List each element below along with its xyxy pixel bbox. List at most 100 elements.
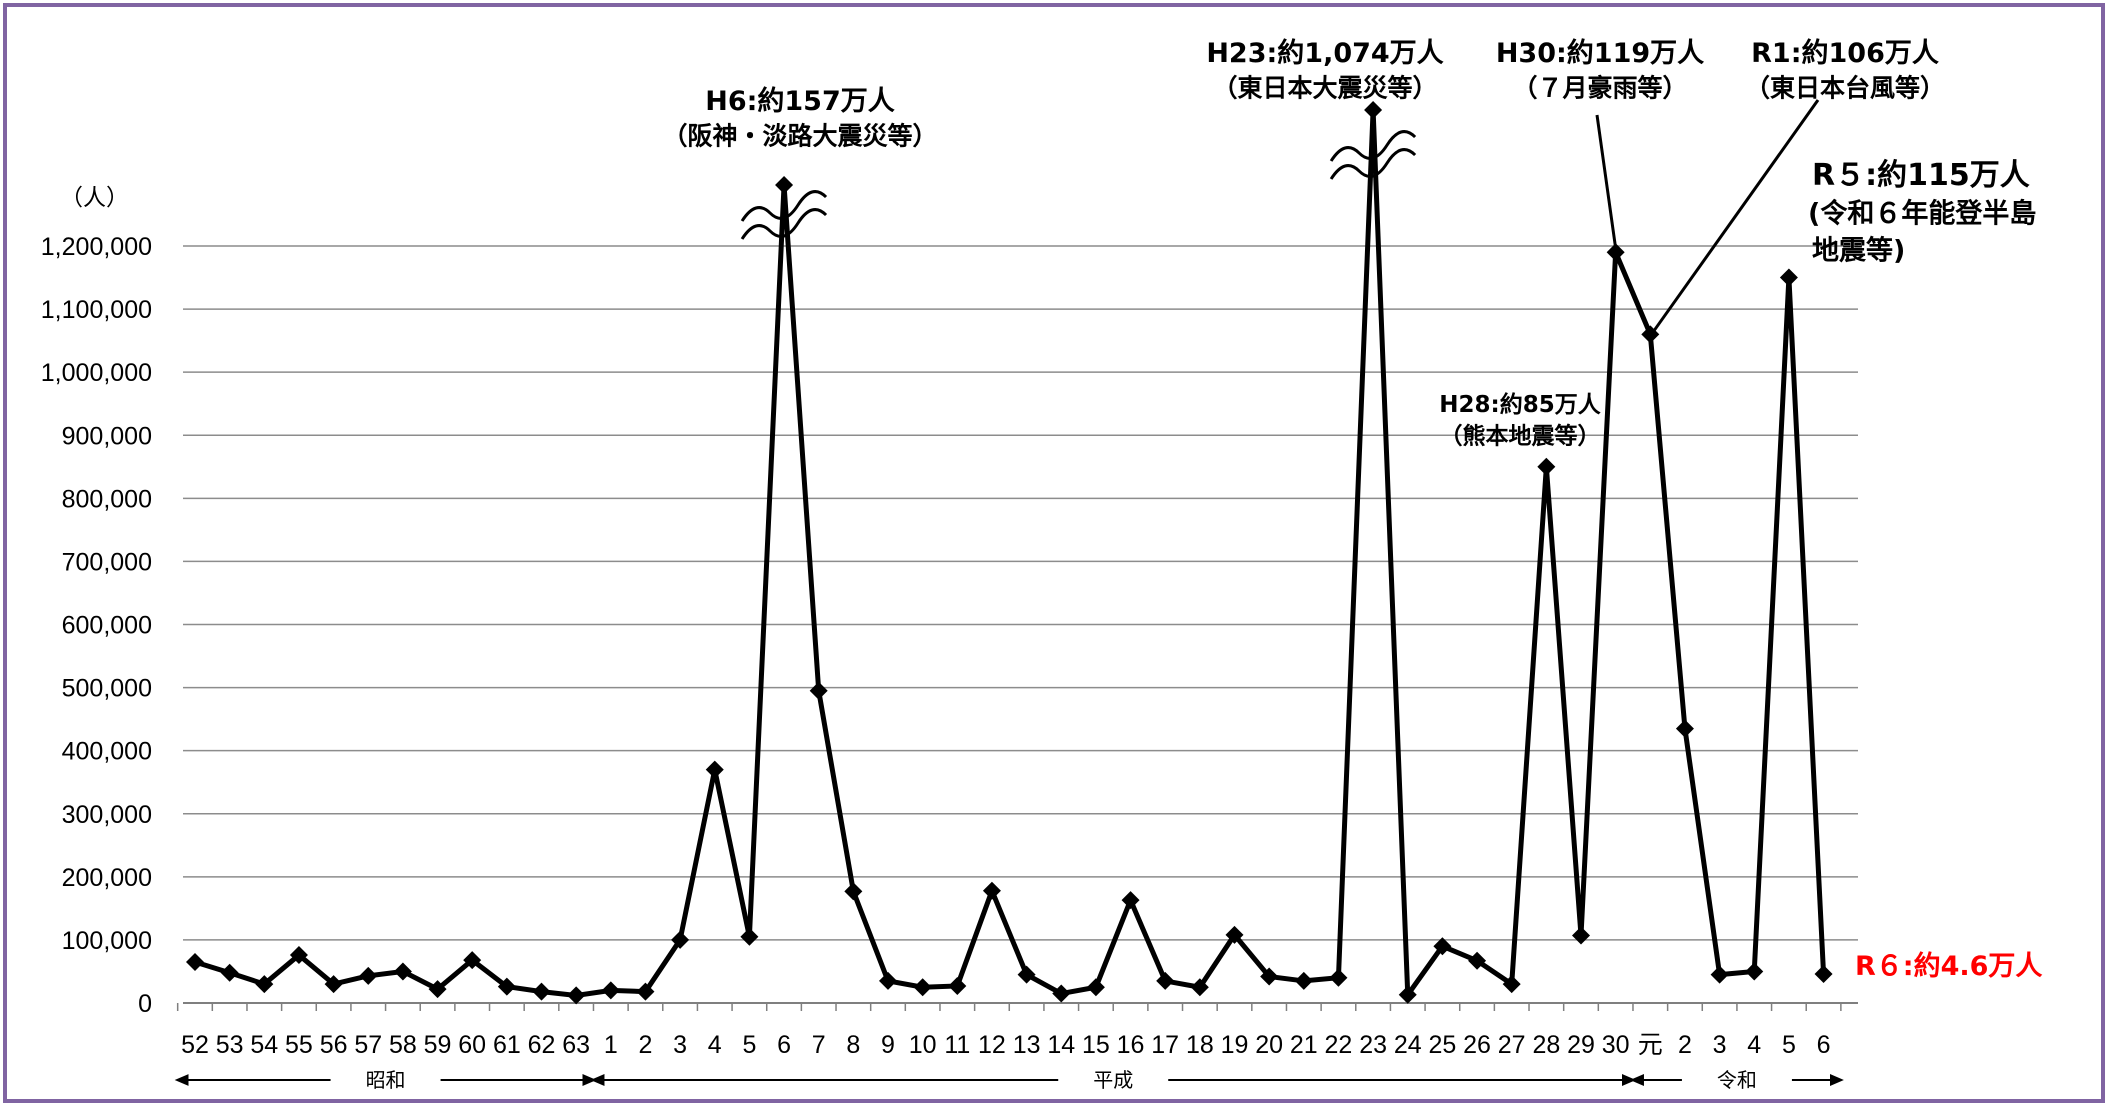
x-tick-label: 3 — [1713, 1031, 1727, 1059]
data-point — [671, 930, 690, 949]
data-point — [497, 977, 516, 996]
data-point — [1121, 891, 1140, 910]
annotation-line: （東日本台風等） — [1745, 74, 1945, 103]
x-tick-label: 4 — [708, 1031, 722, 1059]
x-tick-label: 19 — [1221, 1031, 1249, 1059]
axis-break-marks — [740, 130, 1417, 240]
x-tick-label: 11 — [944, 1031, 970, 1059]
data-point — [1814, 964, 1833, 983]
data-point — [1433, 937, 1452, 956]
annotation-line: R1:約106万人 — [1751, 37, 1939, 69]
data-point — [601, 981, 620, 1000]
era-label: 令和 — [1717, 1068, 1757, 1092]
x-tick-label: 3 — [673, 1031, 687, 1059]
x-tick-label: 15 — [1082, 1031, 1110, 1059]
annotation-line: 地震等) — [1812, 235, 1905, 267]
y-axis-unit-label: （人） — [60, 185, 129, 211]
data-point — [1468, 951, 1487, 970]
x-tick-label: 55 — [285, 1031, 313, 1059]
x-tick-label: 26 — [1463, 1031, 1491, 1059]
annotation-line: H28:約85万人 — [1439, 391, 1601, 418]
annotation: H23:約1,074万人 （東日本大震災等） — [1206, 37, 1443, 103]
annotation: R1:約106万人 （東日本台風等） — [1745, 37, 1945, 103]
annotation-line: H6:約157万人 — [705, 85, 895, 117]
y-axis-ticks: 0 100,000 200,000 300,000 400,000 500,000 600,… — [41, 233, 152, 1018]
data-point — [428, 980, 447, 999]
y-tick-label: 1,000,000 — [41, 359, 152, 387]
x-tick-label: 10 — [909, 1031, 937, 1059]
era-label: 昭和 — [366, 1068, 406, 1092]
x-tick-label: 27 — [1498, 1031, 1526, 1059]
x-tick-label: 53 — [216, 1031, 244, 1059]
x-tick-label: 6 — [777, 1031, 791, 1059]
annotation-line: （阪神・淡路大震災等） — [662, 122, 937, 151]
annotation: H30:約119万人 （７月豪雨等） — [1496, 37, 1704, 103]
data-point — [1675, 719, 1694, 738]
leader-line — [1595, 114, 1618, 249]
x-tick-label: 元 — [1638, 1031, 1663, 1059]
data-point — [359, 966, 378, 985]
annotation-line: (令和６年能登半島 — [1808, 197, 2036, 229]
annotation-line: （東日本大震災等） — [1212, 74, 1437, 103]
annotation-line: H23:約1,074万人 — [1206, 37, 1443, 69]
y-tick-label: 900,000 — [62, 422, 152, 450]
data-point — [1260, 967, 1279, 986]
x-tick-label: 14 — [1047, 1031, 1075, 1059]
annotation-leader-lines — [1595, 99, 1820, 332]
y-tick-label: 300,000 — [62, 801, 152, 829]
data-point — [324, 975, 343, 994]
data-point — [1537, 457, 1556, 476]
x-tick-label: 16 — [1117, 1031, 1145, 1059]
annotation-line: （７月豪雨等） — [1512, 74, 1687, 103]
x-tick-label: 60 — [458, 1031, 486, 1059]
x-tick-label: 58 — [389, 1031, 417, 1059]
x-tick-label: 7 — [812, 1031, 826, 1059]
data-point — [1745, 962, 1764, 981]
y-tick-label: 1,100,000 — [41, 296, 152, 324]
x-tick-label: 62 — [528, 1031, 556, 1059]
x-tick-label: 17 — [1151, 1031, 1179, 1059]
y-tick-label: 1,200,000 — [41, 233, 152, 261]
x-tick-label: 5 — [1782, 1031, 1796, 1059]
data-point — [705, 760, 724, 779]
y-tick-label: 400,000 — [62, 738, 152, 766]
x-tick-label: 52 — [181, 1031, 209, 1059]
data-point — [1156, 971, 1175, 990]
data-point — [1779, 268, 1798, 287]
y-tick-label: 100,000 — [62, 927, 152, 955]
x-tick-label: 30 — [1602, 1031, 1630, 1059]
x-tick-label: 28 — [1532, 1031, 1560, 1059]
break-mark — [1329, 148, 1417, 180]
data-point — [393, 962, 412, 981]
data-point — [1294, 971, 1313, 990]
data-point — [948, 976, 967, 995]
x-tick-label: 29 — [1567, 1031, 1595, 1059]
y-tick-label: 200,000 — [62, 864, 152, 892]
data-point — [1606, 243, 1625, 262]
data-point — [879, 971, 897, 990]
x-tick-label: 18 — [1186, 1031, 1214, 1059]
x-tick-label: 22 — [1325, 1031, 1353, 1059]
x-tick-label: 59 — [424, 1031, 452, 1059]
y-tick-label: 700,000 — [62, 548, 152, 576]
data-point — [1572, 926, 1590, 945]
y-tick-label: 600,000 — [62, 612, 152, 640]
data-point — [775, 176, 794, 194]
x-tick-label: 1 — [604, 1031, 618, 1059]
data-point — [809, 681, 828, 700]
x-tick-label: 21 — [1290, 1031, 1318, 1059]
x-tick-label: 54 — [250, 1031, 278, 1059]
x-tick-label: 57 — [354, 1031, 382, 1059]
data-point — [1398, 985, 1417, 1004]
annotation-line: R５:約115万人 — [1812, 158, 2030, 193]
series-line — [186, 101, 1833, 1005]
x-tick-label: 6 — [1817, 1031, 1831, 1059]
data-point — [220, 963, 239, 982]
annotation-line: H30:約119万人 — [1496, 37, 1704, 69]
data-point — [1086, 978, 1105, 997]
y-tick-label: 0 — [138, 990, 152, 1018]
series-path — [194, 109, 1827, 1003]
x-tick-label: 23 — [1359, 1031, 1387, 1059]
data-point — [1225, 925, 1244, 944]
data-point — [289, 946, 308, 965]
